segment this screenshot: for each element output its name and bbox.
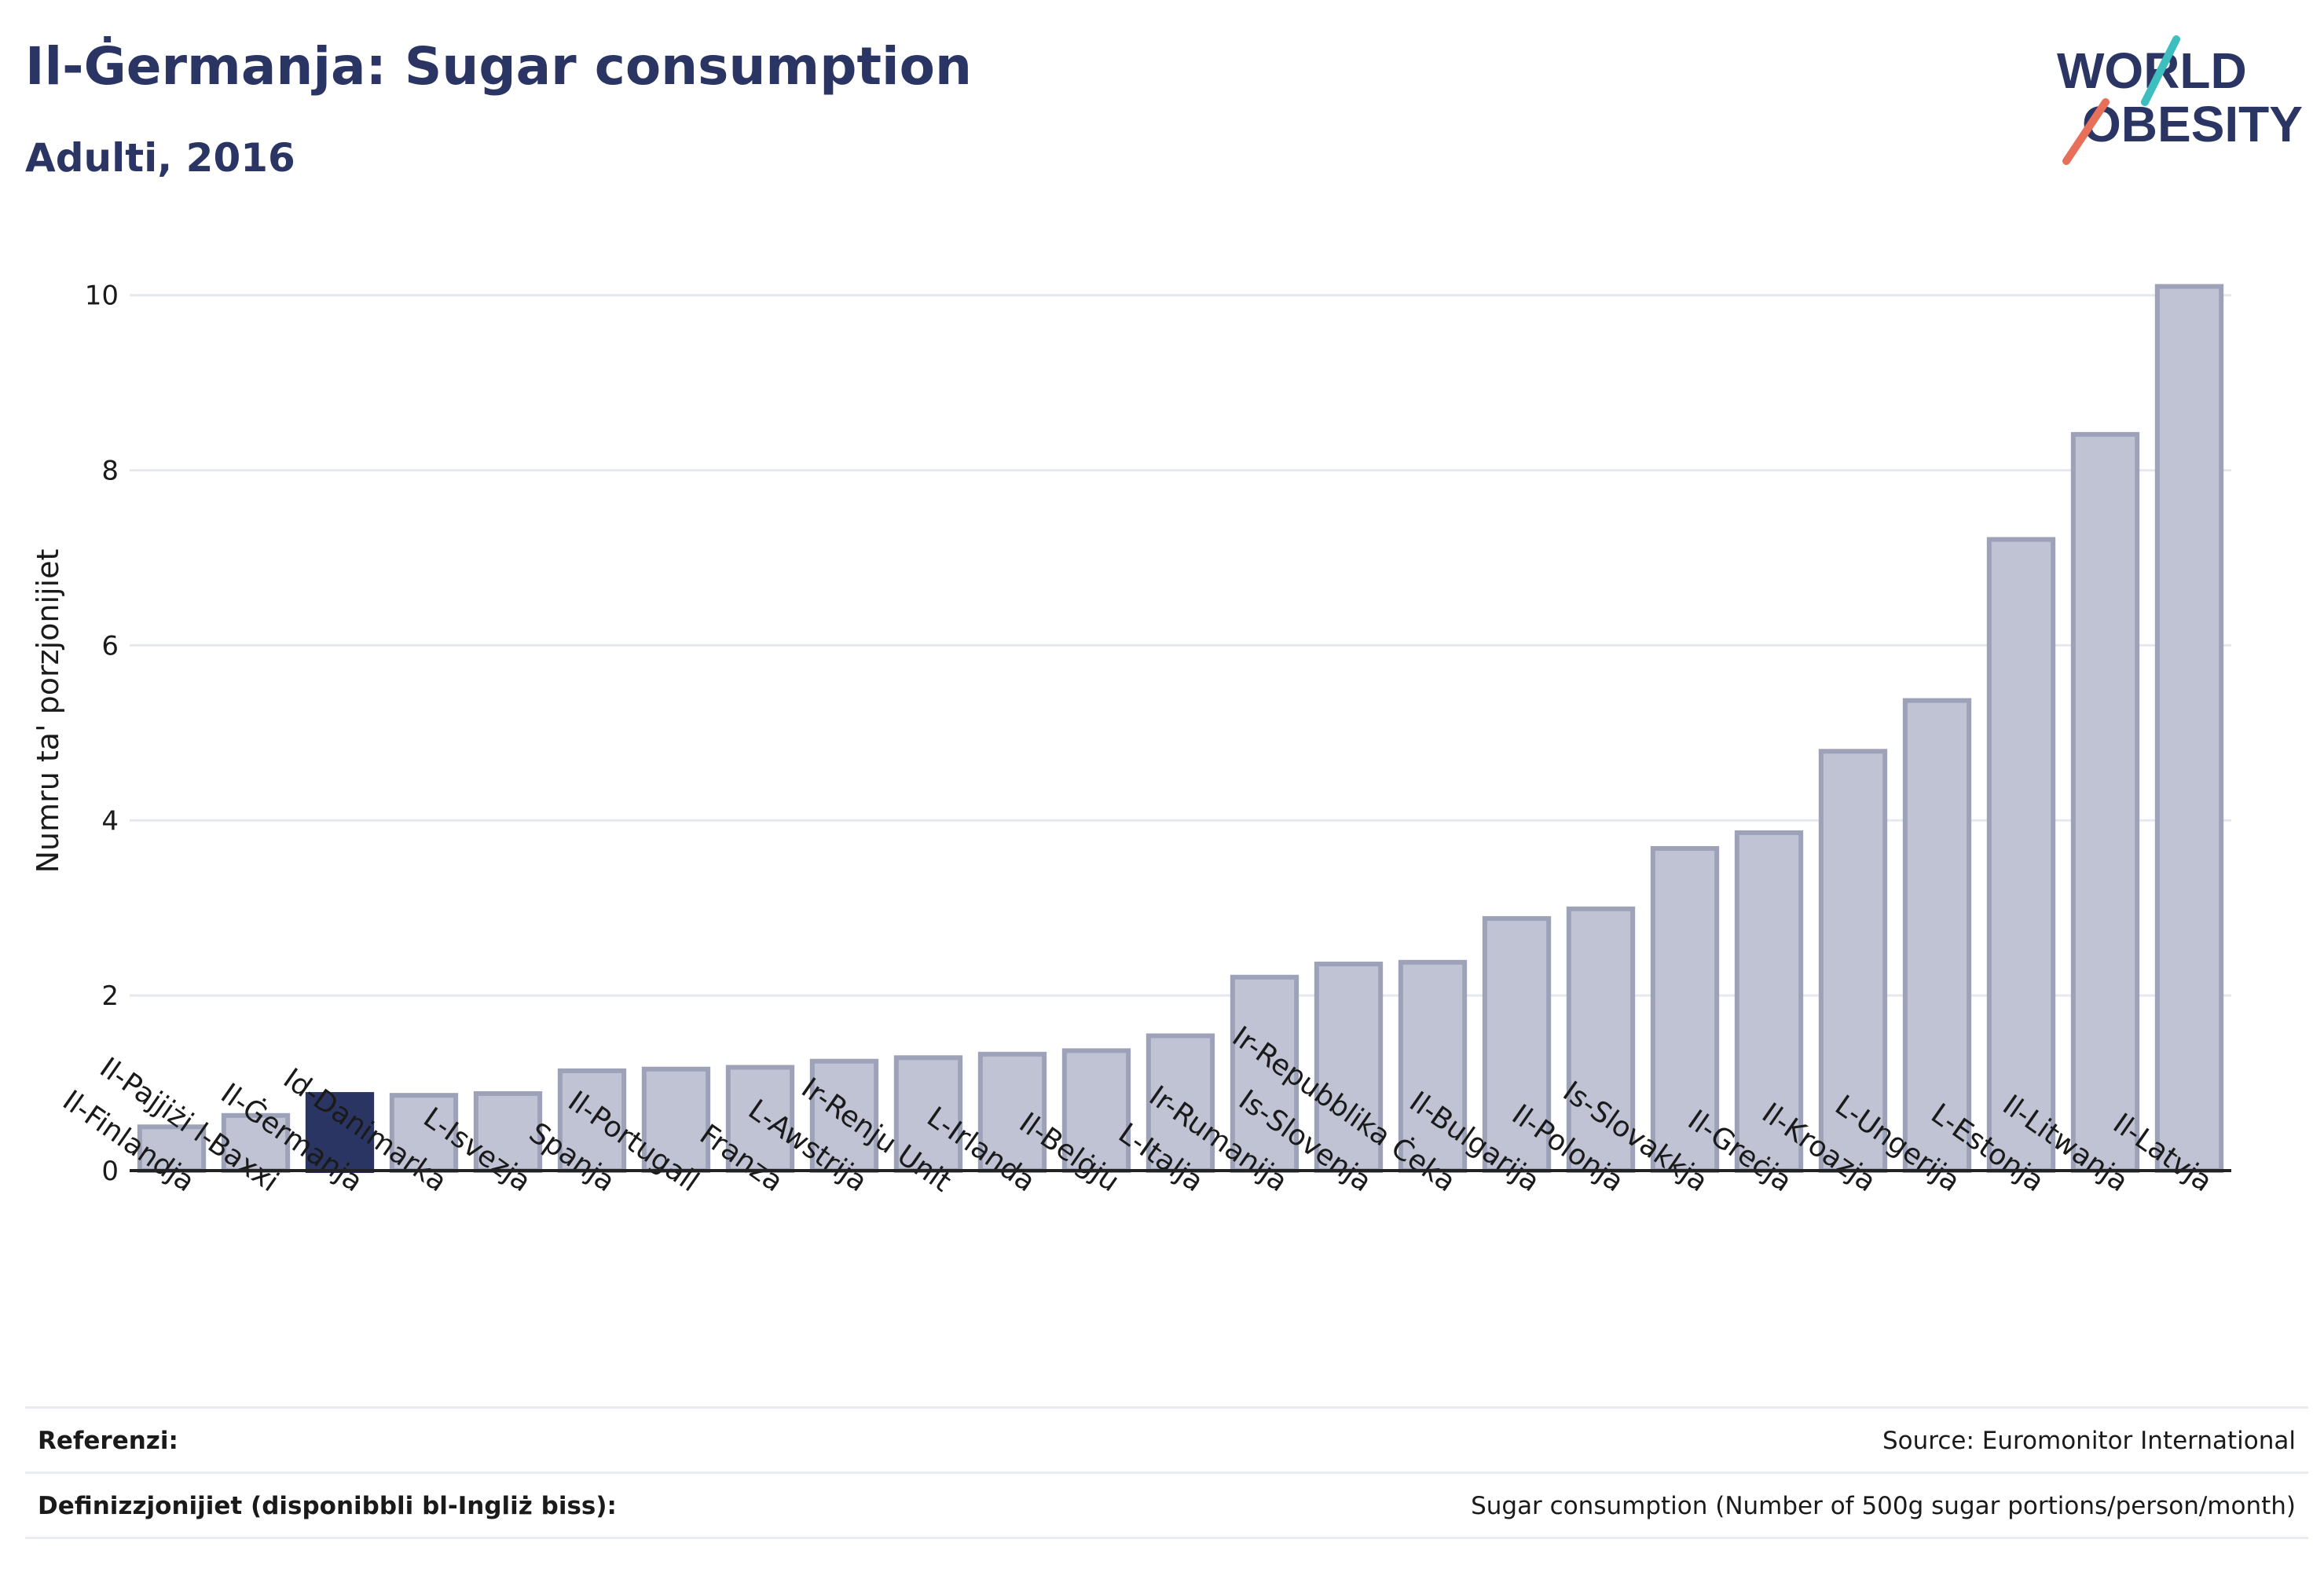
- y-tick-label: 0: [101, 1156, 119, 1187]
- references-value: Source: Euromonitor International: [1882, 1427, 2296, 1455]
- bar: [1734, 830, 1804, 1174]
- definitions-row: Definizzjonijiet (disponibbli bl-Ingliż …: [25, 1472, 2308, 1538]
- bar: [893, 1055, 963, 1174]
- bar: [1902, 698, 1972, 1173]
- bar: [1061, 1048, 1131, 1174]
- y-tick-label: 8: [101, 456, 119, 487]
- bar: [2154, 284, 2224, 1174]
- y-axis-label: Numru ta' porzjonijiet: [31, 549, 65, 874]
- y-tick-label: 2: [101, 980, 119, 1012]
- chart-subtitle: Adulti, 2016: [25, 135, 295, 181]
- bar: [1986, 537, 2056, 1173]
- bar: [977, 1051, 1047, 1174]
- bar: [2070, 431, 2140, 1173]
- logo-teal-slash: [2141, 35, 2180, 106]
- references-label: Referenzi:: [38, 1427, 178, 1455]
- chart-title: Il-Ġermanja: Sugar consumption: [25, 36, 972, 97]
- bar: [641, 1066, 711, 1173]
- logo-text-obesity: OBESITY: [2082, 96, 2303, 152]
- world-obesity-logo: WORLD OBESITY: [2057, 35, 2303, 165]
- footer-divider: [25, 1537, 2308, 1539]
- bar: [1650, 845, 1720, 1173]
- bar: [473, 1090, 543, 1174]
- bar: [1398, 959, 1468, 1174]
- logo-coral-slash: [2062, 98, 2110, 165]
- y-tick-label: 10: [85, 280, 119, 312]
- y-tick-label: 6: [101, 630, 119, 662]
- bar: [1818, 749, 1888, 1173]
- definitions-label: Definizzjonijiet (disponibbli bl-Ingliż …: [38, 1492, 617, 1520]
- references-row: Referenzi: Source: Euromonitor Internati…: [25, 1406, 2308, 1473]
- definitions-value: Sugar consumption (Number of 500g sugar …: [1471, 1492, 2296, 1520]
- bar: [1146, 1033, 1215, 1174]
- y-tick-label: 4: [101, 805, 119, 837]
